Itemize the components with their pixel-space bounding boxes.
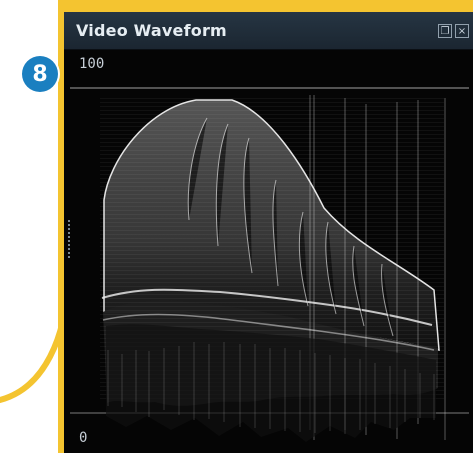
- scale-bottom-value: 0: [79, 430, 88, 446]
- panel-resize-handle[interactable]: [68, 220, 70, 260]
- panel-title: Video Waveform: [76, 21, 227, 40]
- panel-titlebar[interactable]: Video Waveform ❐ ×: [64, 12, 473, 50]
- video-waveform-panel: Video Waveform ❐ ×: [64, 12, 473, 453]
- step-number-badge: 8: [22, 56, 58, 92]
- waveform-graphic: [64, 50, 473, 453]
- window-controls: ❐ ×: [438, 23, 473, 38]
- close-icon[interactable]: ×: [455, 23, 469, 38]
- scale-top-value: 100: [79, 56, 105, 72]
- waveform-scope: [64, 50, 473, 453]
- restore-icon[interactable]: ❐: [438, 23, 452, 38]
